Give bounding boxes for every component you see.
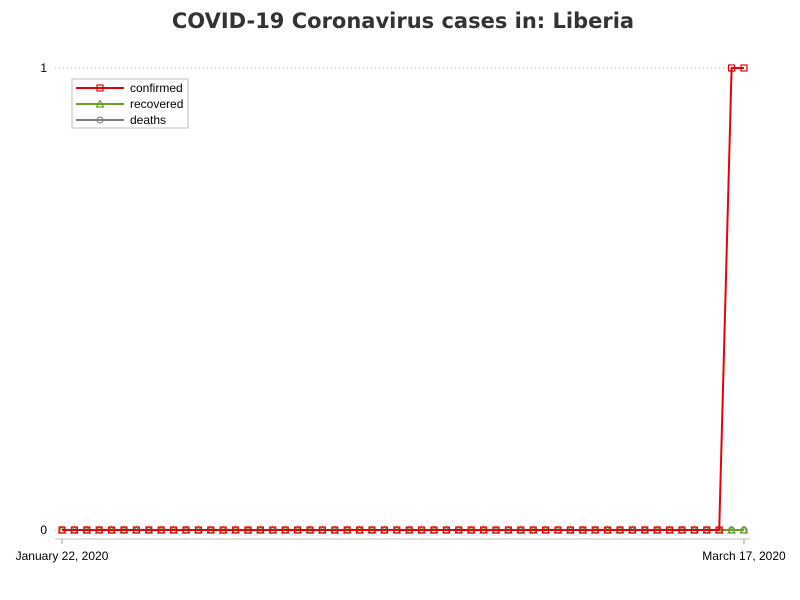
- data-point-marker: [145, 526, 153, 534]
- series-confirmed: [58, 64, 748, 534]
- data-point-marker: [541, 526, 550, 534]
- data-point-marker: [442, 526, 450, 534]
- data-point-marker: [715, 526, 723, 534]
- legend: confirmed recovered deaths: [71, 78, 189, 129]
- data-point-marker: [492, 526, 500, 534]
- data-point-marker: [256, 526, 264, 534]
- data-point-marker: [132, 526, 140, 534]
- legend-label: recovered: [130, 97, 183, 111]
- data-point-marker: [95, 99, 105, 108]
- data-point-marker: [467, 526, 475, 534]
- legend-label: confirmed: [130, 81, 183, 95]
- data-point-marker: [96, 116, 104, 124]
- data-point-marker: [194, 526, 202, 534]
- series-line-confirmed: [62, 67, 744, 531]
- data-point-marker: [455, 526, 463, 534]
- data-point-marker: [480, 526, 488, 534]
- series-group: [57, 64, 749, 534]
- data-point-marker: [343, 526, 351, 534]
- data-point-marker: [653, 526, 661, 534]
- data-point-marker: [306, 526, 314, 534]
- data-point-marker: [58, 526, 66, 534]
- data-point-marker: [219, 526, 227, 534]
- data-point-marker: [294, 526, 302, 534]
- data-point-marker: [665, 526, 674, 534]
- data-point-marker: [430, 526, 438, 534]
- legend-label: deaths: [130, 113, 166, 127]
- data-point-marker: [269, 526, 277, 534]
- data-point-marker: [207, 526, 215, 534]
- data-point-marker: [641, 526, 649, 534]
- data-point-marker: [318, 526, 326, 534]
- data-point-marker: [504, 526, 512, 534]
- data-point-marker: [727, 64, 736, 72]
- chart-title: COVID-19 Coronavirus cases in: Liberia: [171, 9, 635, 33]
- data-point-marker: [380, 526, 388, 534]
- x-tick-label: January 22, 2020: [16, 549, 109, 563]
- data-point-marker: [331, 526, 339, 534]
- data-point-marker: [579, 526, 587, 534]
- data-point-marker: [356, 526, 364, 534]
- data-point-marker: [690, 526, 699, 534]
- data-point-marker: [740, 64, 748, 72]
- data-point-marker: [529, 526, 537, 534]
- data-point-marker: [591, 526, 599, 534]
- data-point-marker: [107, 526, 116, 534]
- data-point-marker: [678, 526, 686, 534]
- data-point-marker: [281, 526, 289, 534]
- data-point-marker: [182, 526, 190, 534]
- data-point-marker: [157, 526, 165, 534]
- data-point-marker: [628, 526, 637, 534]
- data-point-marker: [120, 526, 128, 534]
- data-point-marker: [727, 525, 737, 534]
- data-point-marker: [616, 526, 624, 534]
- data-point-marker: [566, 526, 575, 534]
- data-point-marker: [703, 526, 711, 534]
- data-point-marker: [232, 526, 240, 534]
- data-point-marker: [83, 526, 91, 534]
- data-point-marker: [603, 526, 612, 534]
- data-point-marker: [418, 526, 426, 534]
- y-tick-label: 1: [40, 61, 47, 75]
- data-point-marker: [70, 526, 79, 534]
- legend-item-deaths: deaths: [76, 113, 166, 127]
- gridlines: [55, 67, 750, 531]
- data-point-marker: [170, 526, 178, 534]
- data-point-marker: [405, 526, 413, 534]
- data-point-marker: [554, 526, 562, 534]
- data-point-marker: [517, 526, 525, 534]
- axes: 0 1 January 22, 2020 March 17, 2020: [16, 61, 786, 563]
- y-tick-label: 0: [40, 523, 47, 537]
- data-point-marker: [96, 84, 104, 92]
- data-point-marker: [244, 526, 252, 534]
- data-point-marker: [95, 526, 103, 534]
- x-tick-label: March 17, 2020: [702, 549, 786, 563]
- legend-item-recovered: recovered: [76, 97, 183, 111]
- data-point-marker: [393, 526, 401, 534]
- data-point-marker: [739, 525, 749, 534]
- legend-item-confirmed: confirmed: [76, 81, 183, 95]
- data-point-marker: [368, 526, 376, 534]
